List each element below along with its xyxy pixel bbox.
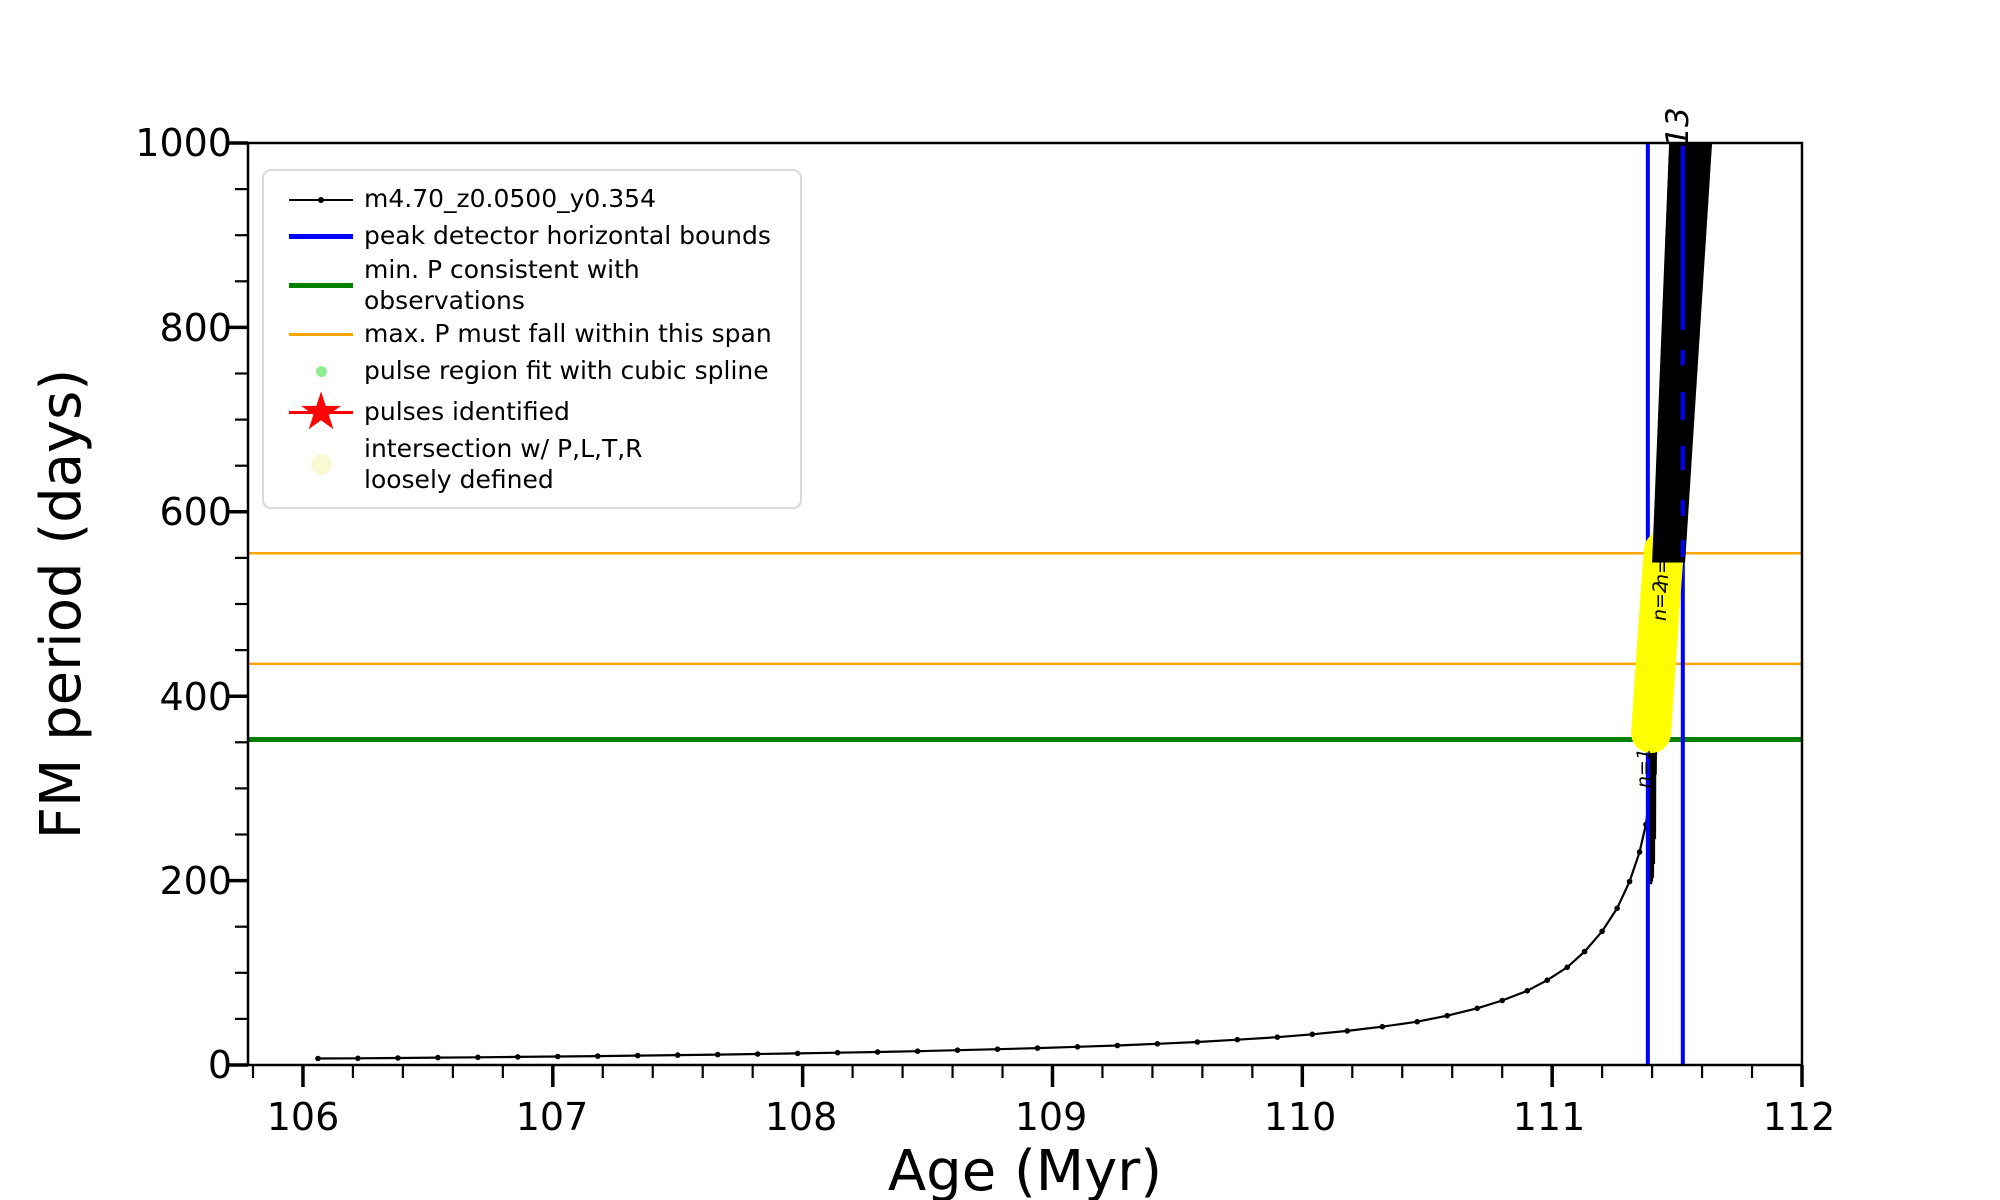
data-point xyxy=(1074,1044,1081,1050)
data-point xyxy=(315,1055,321,1062)
data-point xyxy=(435,1054,441,1061)
data-point xyxy=(475,1054,481,1061)
legend-label: max. P must fall within this span xyxy=(364,319,772,349)
legend-row-track: m4.70_z0.0500_y0.354 xyxy=(278,181,784,218)
red-star-marker-icon: ★ xyxy=(278,386,364,438)
y-axis-label: FM period (days) xyxy=(29,369,94,839)
legend-label: m4.70_z0.0500_y0.354 xyxy=(364,184,656,214)
annotation-n-eq: n= xyxy=(1651,558,1673,586)
legend-label: intersection w/ P,L,T,R loosely defined xyxy=(364,434,643,494)
legend-label: min. P consistent with observations xyxy=(364,255,640,315)
x-tick-label: 112 xyxy=(1763,1095,1836,1139)
x-tick-label: 110 xyxy=(1264,1095,1337,1139)
blue-line-marker-icon xyxy=(278,234,364,239)
main-curve xyxy=(317,781,1652,1060)
annotation-n1: n=1 xyxy=(1633,748,1655,788)
x-tick-labels: 106 107 108 109 110 111 112 xyxy=(267,1095,1836,1139)
legend-row-intersection: intersection w/ P,L,T,R loosely defined xyxy=(278,434,784,495)
annotation-n2: n=2 xyxy=(1649,581,1671,621)
data-point xyxy=(1599,928,1605,935)
data-point xyxy=(834,1049,841,1056)
paleyellow-dot-marker-icon xyxy=(278,454,364,475)
data-point xyxy=(1114,1042,1121,1049)
data-point xyxy=(1444,1012,1450,1019)
data-point xyxy=(1379,1023,1386,1030)
legend-row-pulses: ★ pulses identified xyxy=(278,386,784,438)
data-point xyxy=(1626,878,1633,885)
data-point xyxy=(754,1051,761,1057)
data-point xyxy=(994,1046,1001,1052)
data-point xyxy=(954,1047,961,1053)
legend-row-max-p: max. P must fall within this span xyxy=(278,316,784,353)
data-point xyxy=(1581,948,1588,955)
data-point xyxy=(794,1050,801,1057)
intersection-band-layer xyxy=(1631,530,1684,754)
x-tick-label: 106 xyxy=(267,1095,340,1139)
x-tick-label: 109 xyxy=(1015,1095,1088,1139)
plot-frame xyxy=(246,141,1804,1067)
data-point xyxy=(1414,1018,1420,1025)
data-point xyxy=(395,1055,401,1061)
y-tick-label: 400 xyxy=(159,675,232,719)
data-point xyxy=(555,1053,561,1060)
data-point xyxy=(1564,964,1570,971)
y-tick-label: 1000 xyxy=(135,121,232,165)
data-point xyxy=(1234,1036,1241,1043)
legend-row-min-p: min. P consistent with observations xyxy=(278,255,784,316)
legend-label: peak detector horizontal bounds xyxy=(364,221,771,251)
line-with-dot-marker-icon xyxy=(278,196,364,203)
y-tick-labels: 0 200 400 600 800 1000 xyxy=(135,121,232,1087)
data-point xyxy=(674,1052,681,1058)
data-point xyxy=(1034,1045,1041,1051)
data-point xyxy=(355,1055,361,1062)
data-point xyxy=(1499,997,1505,1004)
legend-row-spline: pulse region fit with cubic spline xyxy=(278,353,784,390)
data-point xyxy=(515,1054,521,1060)
legend-row-peak-bounds: peak detector horizontal bounds xyxy=(278,218,784,255)
data-point xyxy=(1614,905,1620,912)
data-point xyxy=(1309,1031,1316,1038)
legend-label: pulses identified xyxy=(364,396,570,426)
data-point xyxy=(1474,1005,1480,1012)
annotation-13: 13 xyxy=(1660,107,1696,146)
y-tick-label: 600 xyxy=(159,490,232,534)
legend-label: pulse region fit with cubic spline xyxy=(364,356,769,386)
data-point xyxy=(1544,977,1550,983)
data-point xyxy=(1194,1039,1201,1045)
y-tick-label: 800 xyxy=(159,306,232,350)
x-tick-label: 107 xyxy=(516,1095,589,1139)
data-point xyxy=(1344,1028,1351,1034)
legend: m4.70_z0.0500_y0.354 peak detector horiz… xyxy=(262,169,802,509)
axis-ticks-layer xyxy=(226,141,1804,1087)
green-line-marker-icon xyxy=(278,283,364,288)
y-tick-label: 0 xyxy=(208,1043,232,1087)
x-tick-label: 108 xyxy=(765,1095,838,1139)
x-axis-label: Age (Myr) xyxy=(888,1139,1162,1200)
intersection-band xyxy=(1631,530,1684,754)
orange-line-marker-icon xyxy=(278,333,364,336)
main-curve-layer xyxy=(315,732,1658,1062)
data-point xyxy=(1524,988,1530,994)
x-tick-label: 111 xyxy=(1513,1095,1586,1139)
data-point xyxy=(634,1052,641,1059)
data-point xyxy=(595,1053,601,1059)
lightgreen-dot-marker-icon xyxy=(278,366,364,377)
data-point xyxy=(1274,1034,1281,1040)
horizontal-lines-layer xyxy=(248,552,1802,743)
data-point xyxy=(1636,849,1643,855)
data-point xyxy=(874,1049,881,1055)
y-tick-label: 200 xyxy=(159,859,232,903)
data-point xyxy=(1154,1041,1161,1047)
data-point xyxy=(714,1051,721,1058)
data-point xyxy=(914,1048,921,1054)
